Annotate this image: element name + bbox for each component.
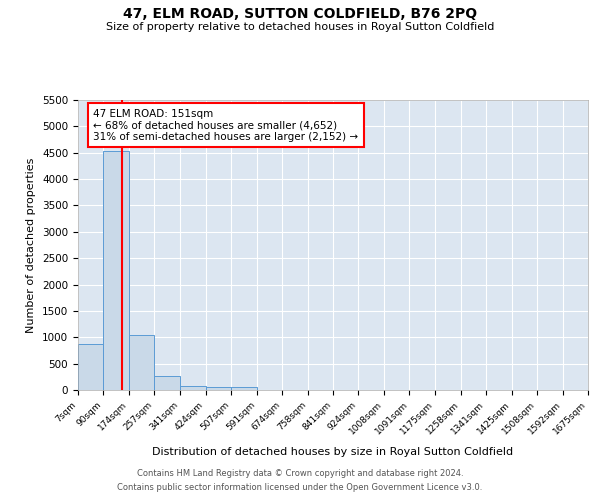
Text: 47 ELM ROAD: 151sqm
← 68% of detached houses are smaller (4,652)
31% of semi-det: 47 ELM ROAD: 151sqm ← 68% of detached ho…: [94, 108, 358, 142]
Text: 47, ELM ROAD, SUTTON COLDFIELD, B76 2PQ: 47, ELM ROAD, SUTTON COLDFIELD, B76 2PQ: [123, 8, 477, 22]
X-axis label: Distribution of detached houses by size in Royal Sutton Coldfield: Distribution of detached houses by size …: [152, 447, 514, 457]
Bar: [180, 386, 205, 390]
Text: Contains HM Land Registry data © Crown copyright and database right 2024.: Contains HM Land Registry data © Crown c…: [137, 468, 463, 477]
Text: Size of property relative to detached houses in Royal Sutton Coldfield: Size of property relative to detached ho…: [106, 22, 494, 32]
Bar: [231, 387, 257, 390]
Bar: [129, 335, 154, 390]
Text: Contains public sector information licensed under the Open Government Licence v3: Contains public sector information licen…: [118, 484, 482, 492]
Bar: [78, 344, 103, 390]
Y-axis label: Number of detached properties: Number of detached properties: [26, 158, 37, 332]
Bar: [154, 376, 180, 390]
Bar: [205, 387, 231, 390]
Bar: [103, 150, 129, 390]
